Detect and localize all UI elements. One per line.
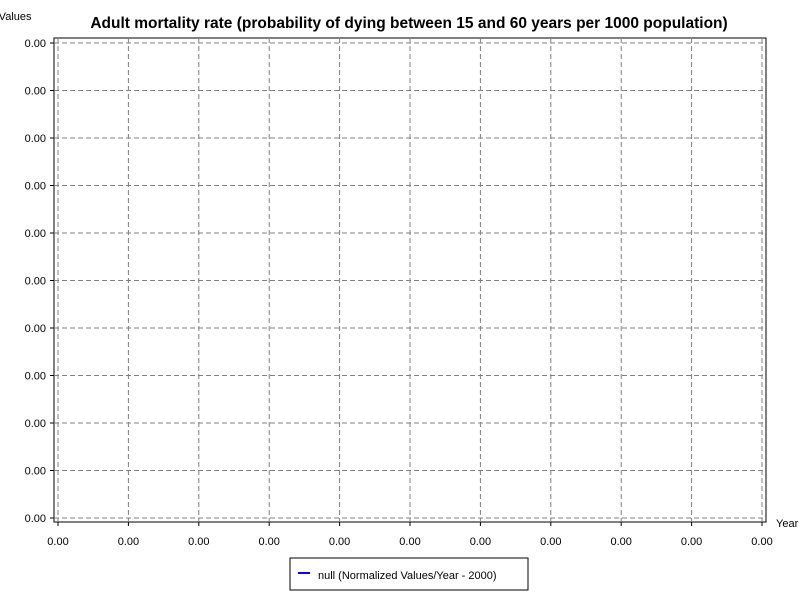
- chart-title: Adult mortality rate (probability of dyi…: [90, 15, 727, 32]
- x-tick-label: 0.00: [399, 536, 420, 548]
- y-tick-label: 0.00: [25, 466, 46, 478]
- x-tick-label: 0.00: [540, 536, 561, 548]
- grid-lines: [54, 38, 766, 522]
- y-tick-label: 0.00: [25, 38, 46, 50]
- y-tick-label: 0.00: [25, 323, 46, 335]
- y-tick-label: 0.00: [25, 276, 46, 288]
- y-tick-label: 0.00: [25, 418, 46, 430]
- x-tick-label: 0.00: [329, 536, 350, 548]
- legend: null (Normalized Values/Year - 2000): [289, 557, 529, 591]
- x-tick-label: 0.00: [470, 536, 491, 548]
- y-tick-label: 0.00: [25, 133, 46, 145]
- x-tick-label: 0.00: [258, 536, 279, 548]
- x-axis-ticks: 0.00 0.00 0.00 0.00 0.00 0.00 0.00 0.00 0.00 0.00…: [47, 522, 773, 548]
- x-tick-label: 0.00: [751, 536, 772, 548]
- legend-label: null (Normalized Values/Year - 2000): [318, 570, 497, 582]
- x-tick-label: 0.00: [47, 536, 68, 548]
- x-tick-label: 0.00: [610, 536, 631, 548]
- x-tick-label: 0.00: [681, 536, 702, 548]
- y-axis-ticks: 0.00 0.00 0.00 0.00 0.00 0.00 0.00 0.00 0.00 0.00…: [25, 38, 54, 525]
- y-tick-label: 0.00: [25, 228, 46, 240]
- x-tick-label: 0.00: [188, 536, 209, 548]
- y-tick-label: 0.00: [25, 86, 46, 98]
- legend-box: [289, 557, 529, 591]
- x-axis-label: Year: [776, 518, 799, 530]
- y-axis-label: Normalized Values: [0, 11, 32, 23]
- x-tick-label: 0.00: [118, 536, 139, 548]
- y-tick-label: 0.00: [25, 371, 46, 383]
- y-tick-label: 0.00: [25, 181, 46, 193]
- y-tick-label: 0.00: [25, 513, 46, 525]
